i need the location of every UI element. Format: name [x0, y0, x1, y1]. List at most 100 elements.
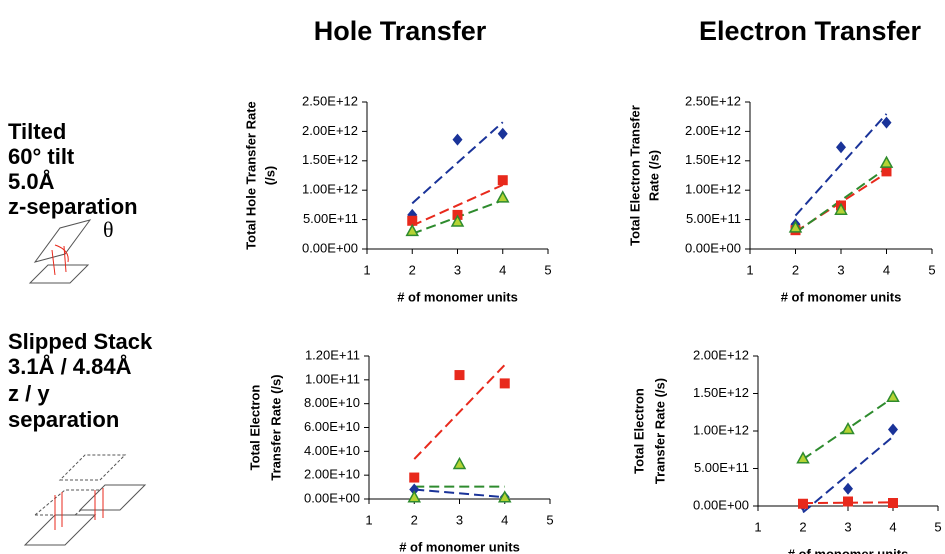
data-point: [450, 214, 465, 227]
data-point: [843, 496, 853, 507]
data-point: [497, 127, 508, 140]
y-tick-label: 2.50E+12: [685, 93, 741, 108]
y-tick-label: 1.00E+12: [302, 182, 358, 197]
x-tick-label: 2: [409, 262, 416, 277]
x-tick-label: 1: [746, 262, 753, 277]
trendline: [794, 113, 888, 217]
data-point: [881, 166, 892, 177]
x-axis-title: # of monomer units: [788, 546, 909, 554]
data-point: [454, 370, 465, 381]
y-axis-title: Rate (/s): [646, 150, 661, 201]
y-tick-label: 5.00E+11: [686, 211, 741, 226]
data-point: [788, 220, 803, 233]
y-tick-label: 2.00E+12: [685, 123, 741, 138]
y-tick-label: 8.00E+10: [304, 395, 360, 410]
x-tick-label: 5: [928, 262, 935, 277]
x-axis-title: # of monomer units: [399, 539, 520, 554]
y-axis-title: Total Electron Transfer: [627, 105, 642, 246]
y-axis-title: Total Electron: [631, 388, 646, 474]
data-point: [841, 421, 855, 435]
x-tick-label: 2: [411, 512, 418, 527]
x-tick-label: 5: [544, 262, 551, 277]
y-tick-label: 0.00E+00: [302, 240, 358, 255]
x-tick-label: 4: [499, 262, 506, 277]
y-axis-title: Transfer Rate (/s): [268, 374, 283, 480]
row-label: 60° tilt: [8, 144, 75, 169]
y-tick-label: 0.00E+00: [693, 497, 749, 512]
y-axis-title: Transfer Rate (/s): [652, 378, 667, 484]
column-header: Electron Transfer: [699, 16, 922, 46]
data-point: [495, 190, 510, 203]
x-tick-label: 3: [844, 519, 851, 534]
row-label: Tilted: [8, 119, 66, 144]
y-tick-label: 1.50E+12: [302, 152, 358, 167]
x-axis-title: # of monomer units: [397, 289, 518, 304]
row-label: separation: [8, 407, 119, 432]
row-label: 5.0Å: [8, 168, 55, 194]
y-axis-title: Total Hole Transfer Rate: [243, 101, 258, 250]
slip-icon: [23, 454, 147, 546]
data-point: [843, 482, 853, 495]
data-point: [796, 451, 810, 464]
trendline: [411, 184, 504, 227]
data-point: [497, 490, 512, 503]
chart: 0.00E+00 2.00E+10 4.00E+10 6.00E+10 8.00E+10…: [247, 347, 553, 554]
y-tick-label: 1.00E+11: [305, 371, 360, 386]
trendline: [414, 488, 505, 499]
data-point: [836, 141, 846, 154]
data-point: [886, 389, 900, 402]
y-axis-title: (/s): [262, 166, 277, 186]
x-tick-label: 3: [456, 512, 463, 527]
chart: 0.00E+00 5.00E+11 1.00E+12 1.50E+12 2.00E+12…: [627, 93, 935, 304]
y-tick-label: 2.00E+12: [693, 347, 749, 362]
tilt-icon: [28, 219, 92, 284]
x-tick-label: 2: [799, 519, 806, 534]
data-point: [497, 175, 508, 186]
data-point: [452, 456, 467, 470]
data-point: [881, 116, 892, 129]
y-tick-label: 1.50E+12: [693, 385, 749, 400]
y-tick-label: 1.50E+12: [685, 152, 741, 167]
data-point: [499, 378, 510, 389]
y-tick-label: 2.50E+12: [302, 93, 358, 108]
x-tick-label: 4: [889, 519, 896, 534]
y-axis-title: Total Electron: [247, 385, 262, 471]
data-point: [407, 490, 422, 503]
x-tick-label: 1: [365, 512, 372, 527]
column-header: Hole Transfer: [314, 16, 487, 46]
x-axis-title: # of monomer units: [781, 289, 902, 304]
row-label: Slipped Stack: [8, 329, 153, 354]
y-tick-label: 6.00E+10: [304, 419, 360, 434]
x-tick-label: 1: [363, 262, 370, 277]
y-tick-label: 5.00E+11: [303, 211, 358, 226]
data-point: [879, 155, 894, 168]
x-tick-label: 4: [883, 262, 890, 277]
x-tick-label: 3: [837, 262, 844, 277]
y-tick-label: 4.00E+10: [304, 443, 360, 458]
data-point: [888, 423, 898, 436]
y-tick-label: 0.00E+00: [685, 240, 741, 255]
y-tick-label: 1.00E+12: [685, 182, 741, 197]
trendline: [794, 167, 888, 234]
data-point: [452, 133, 463, 146]
data-point: [407, 215, 418, 226]
trendline: [802, 435, 894, 514]
x-tick-label: 1: [754, 519, 761, 534]
x-tick-label: 3: [454, 262, 461, 277]
trendline: [413, 364, 506, 460]
chart: 0.00E+00 5.00E+11 1.00E+12 1.50E+12 2.00E+12…: [243, 93, 551, 304]
chart: 0.00E+00 5.00E+11 1.00E+12 1.50E+12 2.00E+12…: [631, 347, 941, 554]
row-label: z-separation: [8, 194, 138, 219]
data-point: [834, 202, 848, 215]
row-label: 3.1Å / 4.84Å: [8, 353, 132, 379]
y-tick-label: 2.00E+12: [302, 123, 358, 138]
x-tick-label: 4: [501, 512, 508, 527]
trendline: [411, 121, 504, 205]
data-point: [409, 483, 420, 496]
data-point: [405, 223, 420, 237]
y-tick-label: 0.00E+00: [304, 490, 360, 505]
data-point: [798, 498, 808, 509]
x-tick-label: 5: [934, 519, 941, 534]
icon-label: θ: [103, 217, 114, 242]
